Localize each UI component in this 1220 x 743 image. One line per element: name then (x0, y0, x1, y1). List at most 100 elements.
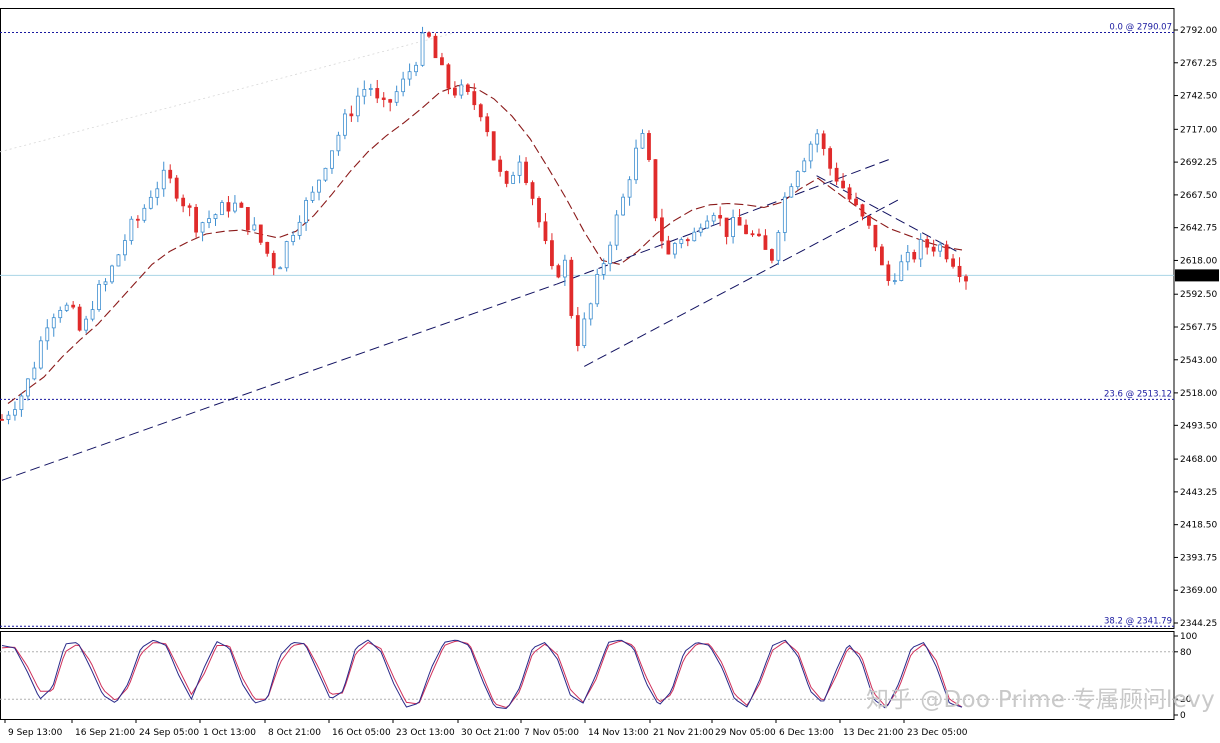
price-tick-label: 2468.00 (1180, 455, 1217, 465)
candle-body (737, 217, 742, 226)
candle-body (452, 87, 457, 96)
candle-body (944, 244, 949, 260)
candle-body (550, 240, 554, 267)
candle-body (918, 239, 923, 260)
candle-body (957, 265, 962, 277)
price-axis[interactable]: 2792.00 2767.25 2742.50 2717.00 2692.25 2667.… (1174, 26, 1217, 629)
candle-body (763, 235, 768, 250)
candle-body (317, 179, 321, 193)
candles (0, 26, 968, 425)
candle-body (562, 259, 567, 278)
time-tick-label: 1 Oct 13:00 (203, 728, 256, 738)
candle-body (245, 207, 250, 231)
candle-body (271, 252, 276, 269)
trendline (1, 283, 557, 481)
candle-body (685, 239, 690, 242)
current-price-label: 2606.72 (1178, 271, 1215, 281)
time-tick-label: 16 Oct 05:00 (332, 728, 391, 738)
trendlines[interactable] (0, 32, 957, 481)
candle-body (304, 200, 308, 223)
stochastic-tick-label: 80 (1180, 648, 1192, 658)
candle-body (459, 84, 464, 96)
price-tick-label: 2642.75 (1180, 224, 1217, 234)
candle-body (226, 202, 231, 212)
trendline (816, 175, 957, 252)
time-tick-label: 8 Oct 21:00 (268, 728, 321, 738)
candle-body (776, 232, 781, 261)
candle-body (808, 143, 813, 162)
candle-body (187, 205, 192, 208)
time-tick-label: 13 Dec 21:00 (843, 728, 904, 738)
candle-body (381, 97, 386, 100)
candle-body (349, 113, 354, 117)
candle-body (569, 259, 574, 316)
fibonacci-levels[interactable]: 0.0 @ 2790.07 23.6 @ 2513.12 38.2 @ 2341.7… (0, 23, 1174, 627)
time-tick-label: 21 Nov 21:00 (653, 728, 714, 738)
candle-body (873, 224, 878, 248)
candle-body (252, 224, 257, 231)
candle-body (588, 303, 593, 320)
candle-body (478, 104, 483, 118)
candle-body (414, 64, 418, 73)
candle-body (485, 116, 490, 133)
price-tick-label: 2344.25 (1180, 619, 1217, 629)
stochastic-k-line (1, 639, 963, 710)
candle-body (640, 133, 645, 149)
price-tick-label: 2767.25 (1180, 59, 1217, 69)
candle-body (388, 99, 393, 103)
candle-body (931, 246, 936, 252)
candle-body (666, 240, 671, 255)
candle-body (45, 327, 50, 342)
fibonacci-label: 23.6 @ 2513.12 (1104, 389, 1172, 399)
candle-body (511, 174, 516, 184)
stochastic-panel-border (0, 631, 1175, 720)
price-tick-label: 2742.50 (1180, 92, 1217, 102)
candle-body (692, 231, 697, 242)
candle-body (537, 198, 541, 223)
candle-body (724, 217, 729, 237)
candle-body (964, 276, 968, 282)
candle-body (679, 239, 684, 244)
candle-body (834, 167, 839, 182)
candle-body (698, 227, 703, 233)
candle-body (847, 187, 852, 200)
candle-body (168, 169, 173, 179)
candle-body (828, 148, 833, 169)
candle-body (427, 32, 431, 37)
candle-body (368, 88, 373, 90)
candle-body (621, 196, 626, 216)
candle-body (627, 179, 632, 198)
candle-body (491, 131, 496, 161)
stochastic-tick-label: 20 (1180, 695, 1192, 705)
price-tick-label: 2543.00 (1180, 356, 1217, 366)
candle-body (174, 177, 179, 199)
candle-body (64, 304, 69, 311)
candle-body (265, 241, 270, 254)
candle-body (323, 167, 328, 181)
price-tick-label: 2393.75 (1180, 553, 1217, 563)
candle-body (879, 246, 884, 266)
time-tick-label: 29 Nov 05:00 (715, 728, 776, 738)
candle-body (375, 88, 380, 99)
candle-body (912, 251, 917, 260)
price-tick-label: 2592.50 (1180, 290, 1217, 300)
stochastic-panel[interactable]: 100 80 20 0 (0, 632, 1197, 721)
candle-body (258, 224, 263, 243)
candle-body (731, 217, 735, 237)
candle-body (446, 64, 451, 89)
candle-body (58, 310, 63, 319)
candle-body (757, 233, 761, 237)
candle-body (38, 340, 43, 369)
candle-body (672, 243, 677, 255)
candle-body (90, 309, 95, 320)
candle-body (789, 186, 794, 198)
candle-body (892, 280, 897, 282)
candle-body (614, 214, 619, 246)
candle-body (330, 150, 334, 169)
candle-body (207, 218, 211, 224)
time-axis[interactable]: 9 Sep 13:00 16 Sep 21:00 24 Sep 05:00 1 Oct… (4, 719, 968, 738)
candle-body (233, 202, 237, 212)
candle-body (213, 214, 218, 220)
